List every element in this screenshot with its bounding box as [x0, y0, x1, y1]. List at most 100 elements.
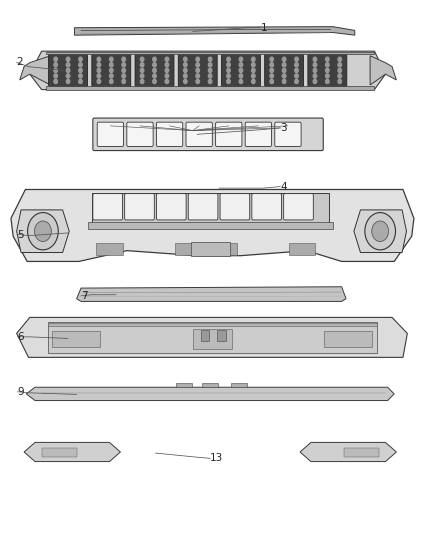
Circle shape — [196, 57, 199, 61]
Circle shape — [338, 57, 342, 61]
Circle shape — [54, 68, 57, 72]
FancyBboxPatch shape — [188, 193, 218, 220]
Circle shape — [227, 68, 230, 72]
Circle shape — [196, 63, 199, 67]
Circle shape — [313, 79, 317, 84]
FancyBboxPatch shape — [127, 122, 153, 147]
Circle shape — [227, 79, 230, 84]
Circle shape — [54, 79, 57, 84]
Circle shape — [97, 68, 101, 72]
Circle shape — [35, 221, 51, 241]
Circle shape — [165, 74, 169, 78]
Circle shape — [184, 63, 187, 67]
Text: 7: 7 — [81, 291, 88, 301]
Circle shape — [110, 57, 113, 61]
Polygon shape — [24, 442, 120, 462]
FancyBboxPatch shape — [220, 193, 250, 220]
Polygon shape — [20, 56, 50, 85]
Circle shape — [251, 57, 255, 61]
FancyBboxPatch shape — [252, 193, 282, 220]
Circle shape — [313, 74, 317, 78]
Bar — [201, 330, 209, 342]
Circle shape — [153, 57, 156, 61]
Circle shape — [165, 63, 169, 67]
FancyBboxPatch shape — [178, 54, 217, 87]
Circle shape — [196, 68, 199, 72]
Circle shape — [239, 68, 243, 72]
Bar — [193, 329, 232, 349]
Circle shape — [140, 57, 144, 61]
Polygon shape — [370, 56, 396, 85]
Circle shape — [66, 74, 70, 78]
Circle shape — [153, 63, 156, 67]
Circle shape — [66, 68, 70, 72]
Circle shape — [251, 68, 255, 72]
Circle shape — [338, 68, 342, 72]
Circle shape — [208, 68, 212, 72]
Bar — [231, 383, 247, 387]
Text: 3: 3 — [280, 123, 287, 133]
FancyBboxPatch shape — [275, 122, 301, 147]
Circle shape — [97, 74, 101, 78]
Circle shape — [66, 79, 70, 84]
FancyBboxPatch shape — [308, 54, 347, 87]
FancyBboxPatch shape — [125, 193, 154, 220]
Circle shape — [313, 68, 317, 72]
Circle shape — [140, 74, 144, 78]
Circle shape — [184, 68, 187, 72]
FancyBboxPatch shape — [222, 54, 260, 87]
Circle shape — [208, 63, 212, 67]
Circle shape — [251, 74, 255, 78]
Circle shape — [184, 57, 187, 61]
Circle shape — [196, 74, 199, 78]
Circle shape — [140, 63, 144, 67]
Circle shape — [227, 74, 230, 78]
Circle shape — [97, 79, 101, 84]
Polygon shape — [11, 190, 414, 262]
Circle shape — [270, 57, 273, 61]
Text: 1: 1 — [261, 23, 267, 33]
Circle shape — [239, 79, 243, 84]
Circle shape — [97, 63, 101, 67]
Circle shape — [79, 68, 82, 72]
Circle shape — [239, 74, 243, 78]
FancyBboxPatch shape — [156, 122, 183, 147]
Circle shape — [184, 79, 187, 84]
Circle shape — [153, 68, 156, 72]
Circle shape — [295, 63, 298, 67]
FancyBboxPatch shape — [186, 122, 212, 147]
Polygon shape — [300, 442, 396, 462]
Circle shape — [184, 74, 187, 78]
Circle shape — [239, 63, 243, 67]
FancyBboxPatch shape — [93, 193, 123, 220]
Circle shape — [79, 63, 82, 67]
Circle shape — [295, 68, 298, 72]
Text: 9: 9 — [18, 387, 24, 397]
Circle shape — [122, 68, 125, 72]
Circle shape — [110, 68, 113, 72]
Circle shape — [325, 57, 329, 61]
FancyBboxPatch shape — [245, 122, 272, 147]
FancyBboxPatch shape — [49, 54, 88, 87]
Circle shape — [196, 79, 199, 84]
Polygon shape — [17, 318, 407, 357]
Circle shape — [110, 79, 113, 84]
Bar — [48, 322, 377, 353]
Bar — [96, 243, 123, 255]
Bar — [52, 330, 100, 348]
Circle shape — [110, 63, 113, 67]
FancyBboxPatch shape — [92, 54, 131, 87]
Circle shape — [122, 74, 125, 78]
Circle shape — [270, 63, 273, 67]
Polygon shape — [17, 210, 69, 253]
Circle shape — [270, 79, 273, 84]
FancyBboxPatch shape — [284, 193, 313, 220]
Circle shape — [313, 63, 317, 67]
Circle shape — [153, 79, 156, 84]
Circle shape — [239, 57, 243, 61]
Circle shape — [165, 68, 169, 72]
Polygon shape — [77, 287, 346, 302]
Bar — [210, 243, 237, 255]
Polygon shape — [26, 387, 394, 401]
FancyBboxPatch shape — [135, 54, 174, 87]
